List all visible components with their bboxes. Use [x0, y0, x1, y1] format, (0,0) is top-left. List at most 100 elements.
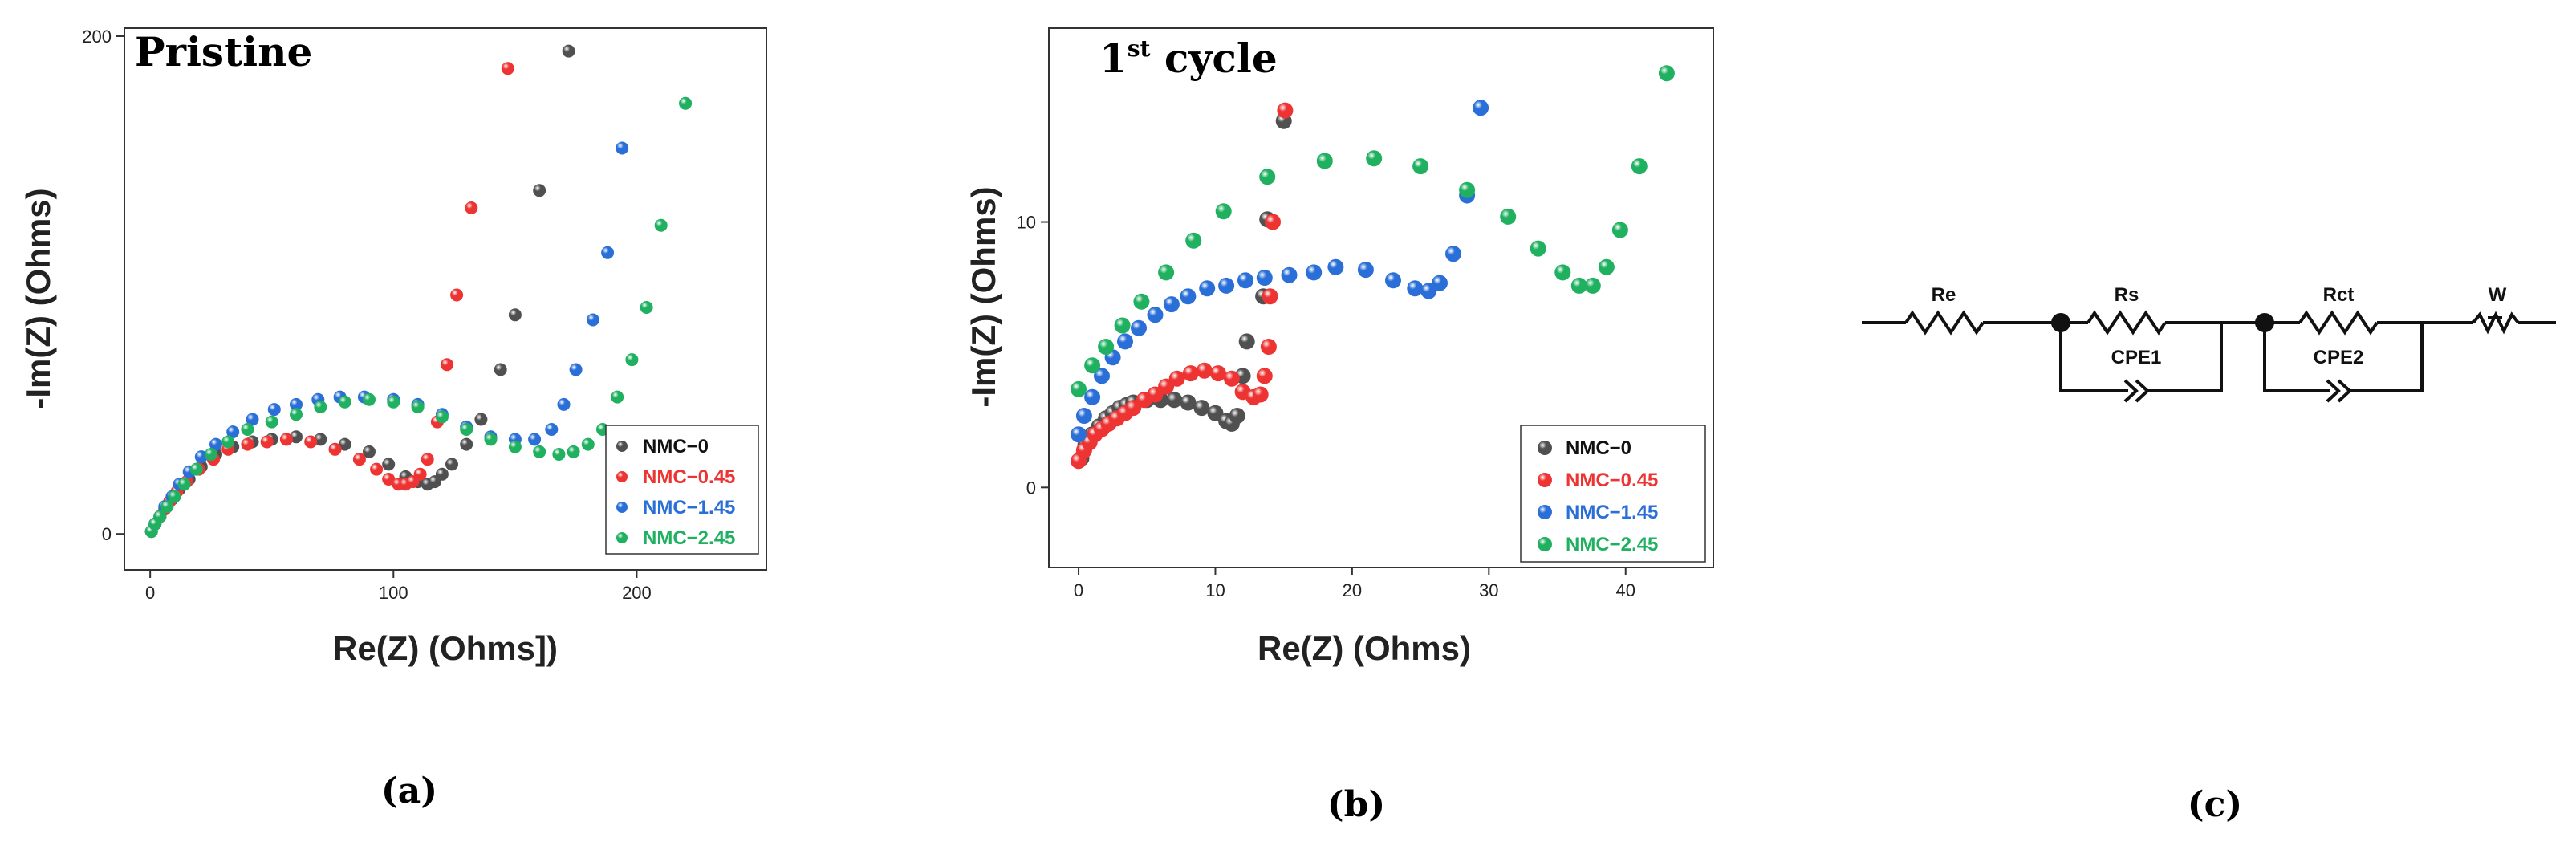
data-point	[1281, 266, 1298, 283]
legend-label: NMC−0.45	[643, 466, 735, 488]
data-point	[1658, 65, 1675, 82]
data-point	[260, 435, 274, 449]
data-point	[352, 453, 366, 466]
cpe1-branch	[2147, 323, 2223, 392]
chart-title-b: 1st cycle	[1099, 35, 1278, 82]
panel-b: 1st cycle 0 10 20 30 40 0 10 Re(Z) (Ohms) -Im(…	[965, 27, 1714, 825]
data-point	[1223, 370, 1240, 387]
data-point	[204, 448, 217, 461]
data-point	[601, 246, 615, 259]
data-point	[494, 363, 507, 376]
x-axis-label-b: Re(Z) (Ohms)	[1258, 629, 1471, 667]
data-point	[1158, 264, 1175, 281]
legend-marker	[1538, 537, 1552, 551]
label-cpe2: CPE2	[2314, 347, 2364, 368]
data-point	[1180, 288, 1197, 305]
data-point	[1584, 277, 1601, 294]
chart-title-a: Pristine	[135, 28, 312, 75]
data-point	[160, 500, 174, 514]
ticks-a: 0 100 200 0 200	[82, 26, 652, 603]
resistor-re	[1904, 310, 1985, 336]
data-point	[241, 437, 254, 451]
data-point	[189, 462, 203, 476]
y-axis-label-a: -Im(Z) (Ohms)	[19, 188, 57, 409]
legend-label: NMC−2.45	[1566, 534, 1658, 555]
cpe2-branch	[2263, 323, 2330, 392]
data-point	[382, 458, 396, 471]
data-point	[508, 440, 522, 453]
data-point	[450, 288, 464, 302]
data-point	[465, 201, 478, 214]
legend-label: NMC−0.45	[1566, 470, 1658, 491]
data-point	[363, 445, 376, 458]
y-tick-label: 10	[1017, 213, 1036, 233]
caption-c: (c)	[2188, 784, 2242, 825]
data-point	[1432, 275, 1448, 291]
data-point	[1215, 203, 1232, 220]
caption-a: (a)	[381, 771, 437, 811]
data-point	[1598, 258, 1615, 275]
data-point	[1306, 264, 1323, 281]
data-point	[241, 423, 254, 436]
data-point	[508, 308, 522, 322]
data-point	[267, 403, 281, 417]
data-point	[640, 301, 653, 314]
data-point	[1199, 280, 1216, 297]
x-tick-label: 30	[1479, 580, 1498, 600]
data-point	[1407, 280, 1424, 297]
legend-marker	[616, 471, 628, 482]
data-point	[1229, 408, 1245, 424]
data-point	[279, 433, 293, 446]
data-point	[1500, 208, 1517, 225]
data-point	[382, 473, 396, 486]
cpe1-branch	[2059, 323, 2128, 392]
label-w: W	[2489, 284, 2507, 306]
data-point	[1114, 317, 1131, 334]
legend-marker	[616, 502, 628, 513]
caption-b: (b)	[1327, 784, 1385, 825]
data-point	[611, 390, 624, 404]
data-point	[1193, 400, 1210, 417]
data-point	[533, 445, 546, 458]
x-tick-label: 20	[1343, 580, 1362, 600]
legend-marker	[616, 532, 628, 543]
data-point	[460, 423, 473, 436]
cpe2-element	[2326, 379, 2341, 403]
ticks-b: 0 10 20 30 40 0 10	[1017, 213, 1635, 600]
data-point	[1084, 357, 1101, 374]
data-point	[616, 141, 629, 155]
x-tick-label: 0	[145, 583, 155, 603]
data-point	[1277, 102, 1294, 119]
data-point	[625, 353, 639, 367]
data-point	[1094, 368, 1110, 384]
legend-label: NMC−0	[643, 436, 709, 458]
legend-label: NMC−1.45	[1566, 502, 1658, 523]
data-point	[168, 490, 181, 503]
data-point	[221, 435, 235, 449]
series-NMC-0.45	[1071, 102, 1294, 470]
panel-c-circuit	[1862, 310, 2556, 403]
cpe1-element	[2123, 379, 2139, 403]
data-point	[545, 423, 559, 436]
data-point	[387, 395, 400, 409]
y-tick-label: 200	[82, 26, 112, 47]
data-point	[209, 437, 222, 451]
data-point	[304, 435, 318, 449]
x-tick-label: 40	[1616, 580, 1635, 600]
data-point	[1366, 150, 1383, 167]
cpe2-branch	[2350, 323, 2424, 392]
data-point	[1256, 270, 1273, 286]
label-rct: Rct	[2323, 284, 2355, 306]
data-point	[484, 433, 498, 446]
data-point	[1327, 258, 1344, 275]
data-point	[1071, 380, 1087, 397]
data-point	[1196, 362, 1213, 379]
legend-label: NMC−1.45	[643, 497, 735, 519]
x-tick-label: 200	[622, 583, 652, 603]
data-point	[1530, 240, 1546, 257]
data-point	[1185, 232, 1202, 249]
data-point	[1117, 333, 1133, 350]
data-point	[370, 462, 384, 476]
data-point	[1168, 370, 1185, 387]
